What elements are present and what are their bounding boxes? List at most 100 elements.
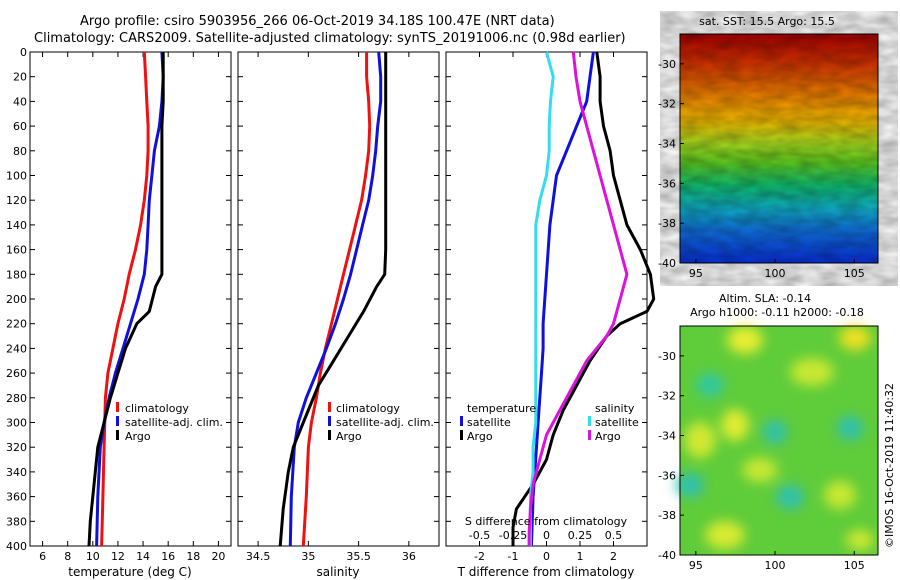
- series-s-argo: [527, 51, 629, 546]
- map-y-tick-label: -32: [658, 390, 676, 403]
- map-y-tick-label: -34: [658, 138, 676, 151]
- y-tick-label: 360: [6, 491, 27, 504]
- y-tick-label: 100: [6, 170, 27, 183]
- sla-blob: [824, 481, 856, 509]
- sla-blob: [696, 373, 724, 397]
- difference-xlabel: T difference from climatology: [457, 565, 635, 579]
- series-t-argo: [511, 51, 656, 546]
- sla-blob: [776, 485, 804, 509]
- y-tick-label: 300: [6, 417, 27, 430]
- map-x-tick-label: 100: [765, 559, 786, 572]
- x-tick-label: 14: [136, 550, 150, 563]
- x-tick-label: 16: [161, 550, 175, 563]
- x-tick-label: -2: [474, 550, 485, 563]
- sla-blob: [837, 416, 863, 440]
- map-y-tick-label: -36: [658, 469, 676, 482]
- sla-blob: [705, 521, 745, 549]
- sla-blob: [721, 409, 749, 441]
- s-difference-label: S difference from climatology: [465, 515, 628, 528]
- series-satellite-adj-clim-: [288, 51, 383, 547]
- map-y-tick-label: -32: [658, 98, 676, 111]
- map-y-tick-label: -36: [658, 177, 676, 190]
- s-tick-label: 0.5: [605, 529, 623, 542]
- s-tick-label: 0.25: [568, 529, 593, 542]
- legend-swatch-s-satellite: [588, 416, 591, 426]
- sla-blob: [790, 358, 834, 386]
- x-tick-label: 12: [111, 550, 125, 563]
- y-tick-label: 280: [6, 392, 27, 405]
- y-tick-label: 380: [6, 515, 27, 528]
- legend-swatch-satellite: [328, 416, 331, 426]
- temperature-xlabel: temperature (deg C): [68, 565, 191, 579]
- y-tick-label: 40: [13, 95, 27, 108]
- legend-swatch-argo: [328, 430, 331, 440]
- y-tick-label: 120: [6, 194, 27, 207]
- x-tick-label: 35.5: [346, 550, 371, 563]
- legend-swatch-climatology: [328, 402, 331, 412]
- x-tick-label: 10: [86, 550, 100, 563]
- salinity-panel: 34.5 35 35.5 36: [237, 51, 440, 563]
- s-tick-label: 0: [543, 529, 550, 542]
- legend-argo: Argo: [125, 430, 151, 443]
- salinity-legend: climatology satellite-adj. clim. Argo: [328, 402, 434, 443]
- series-s-satellite: [528, 51, 555, 546]
- legend-s-argo: Argo: [595, 430, 621, 443]
- sst-map-title: sat. SST: 15.5 Argo: 15.5: [699, 15, 835, 28]
- sst-texture: [680, 34, 878, 263]
- legend-swatch-satellite: [116, 416, 119, 426]
- x-tick-label: 6: [39, 550, 46, 563]
- difference-legend-temperature: temperature satellite Argo: [460, 402, 536, 443]
- sst-frame: [679, 33, 879, 264]
- plot-frame: [445, 51, 648, 547]
- series-argo: [278, 52, 388, 547]
- map-x-tick-label: 105: [844, 559, 865, 572]
- y-tick-label: 200: [6, 293, 27, 306]
- y-tick-label: 180: [6, 268, 27, 281]
- sla-blobs: [676, 326, 874, 550]
- sla-blob: [846, 530, 874, 550]
- map-y-tick-label: -38: [658, 509, 676, 522]
- legend-t-satellite: satellite: [467, 416, 511, 429]
- sla-blob: [763, 420, 787, 444]
- x-tick-label: 20: [211, 550, 225, 563]
- salinity-xlabel: salinity: [316, 565, 359, 579]
- series-t-satellite: [529, 51, 595, 547]
- temperature-legend: climatology satellite-adj. clim. Argo: [116, 402, 223, 443]
- legend-t-argo: Argo: [467, 430, 493, 443]
- sst-map: [679, 33, 879, 264]
- legend-swatch-s-argo: [588, 430, 591, 440]
- legend-satellite: satellite-adj. clim.: [336, 416, 434, 429]
- title-line-2: Climatology: CARS2009. Satellite-adjuste…: [34, 31, 626, 46]
- map-x-tick-label: 95: [689, 559, 703, 572]
- series-climatology: [301, 52, 372, 547]
- y-tick-label: 80: [13, 145, 27, 158]
- sla-blob: [727, 326, 763, 354]
- legend-swatch-climatology: [116, 402, 119, 412]
- legend-argo: Argo: [336, 430, 362, 443]
- legend-climatology: climatology: [125, 402, 189, 415]
- x-tick-label: 0: [543, 550, 550, 563]
- x-tick-label: 18: [186, 550, 200, 563]
- map-y-tick-label: -34: [658, 430, 676, 443]
- series-argo: [87, 52, 165, 547]
- legend-climatology: climatology: [336, 402, 400, 415]
- x-tick-label: 35: [301, 550, 315, 563]
- sla-blob: [742, 458, 778, 482]
- map-y-tick-label: -38: [658, 217, 676, 230]
- sla-map-title-1: Altim. SLA: -0.14: [719, 292, 811, 305]
- credit-text: ©IMOS 16-Oct-2019 11:40:32: [883, 383, 896, 548]
- legend-temperature-title: temperature: [467, 402, 536, 415]
- difference-panel: -2 -1 0 1 2-0.5 -0.25 0 0.25 0.5: [445, 51, 656, 563]
- plot-frame: [29, 51, 232, 547]
- y-tick-label: 400: [6, 540, 27, 553]
- sla-frame: [679, 325, 879, 556]
- series-climatology: [100, 51, 150, 547]
- legend-swatch-argo: [116, 430, 119, 440]
- y-tick-label: 220: [6, 318, 27, 331]
- x-tick-label: 2: [610, 550, 617, 563]
- x-tick-label: 34.5: [246, 550, 271, 563]
- sla-map: [676, 325, 879, 556]
- map-y-tick-label: -40: [658, 257, 676, 270]
- legend-swatch-t-argo: [460, 430, 463, 440]
